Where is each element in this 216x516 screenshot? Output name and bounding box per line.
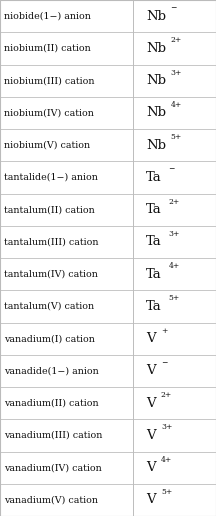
Bar [0, 355, 133, 387]
Bar [133, 161, 216, 194]
Text: tantalum(II) cation: tantalum(II) cation [4, 205, 95, 214]
Text: 2+: 2+ [171, 36, 182, 44]
Bar [133, 484, 216, 516]
Text: +: + [161, 327, 167, 334]
Text: 4+: 4+ [168, 262, 180, 270]
Bar [133, 419, 216, 452]
Text: vanadium(V) cation: vanadium(V) cation [4, 495, 98, 504]
Text: vanadide(1−) anion: vanadide(1−) anion [4, 366, 99, 375]
Text: niobide(1−) anion: niobide(1−) anion [4, 12, 91, 21]
Text: 5+: 5+ [161, 488, 172, 496]
Text: vanadium(III) cation: vanadium(III) cation [4, 431, 103, 440]
Bar [133, 194, 216, 226]
Text: vanadium(I) cation: vanadium(I) cation [4, 334, 95, 343]
Text: V: V [146, 397, 156, 410]
Text: tantalum(IV) cation: tantalum(IV) cation [4, 270, 98, 279]
Text: 3+: 3+ [171, 69, 182, 76]
Text: 3+: 3+ [168, 230, 180, 238]
Bar [133, 32, 216, 64]
Text: V: V [146, 461, 156, 474]
Bar [0, 419, 133, 452]
Bar [133, 452, 216, 484]
Text: Ta: Ta [146, 300, 162, 313]
Text: Nb: Nb [146, 139, 166, 152]
Bar [0, 226, 133, 258]
Bar [0, 322, 133, 355]
Text: 2+: 2+ [161, 391, 172, 399]
Bar [133, 226, 216, 258]
Bar [133, 290, 216, 322]
Bar [0, 290, 133, 322]
Bar [0, 258, 133, 290]
Text: Nb: Nb [146, 106, 166, 119]
Text: Nb: Nb [146, 10, 166, 23]
Text: 4+: 4+ [161, 456, 172, 463]
Text: V: V [146, 493, 156, 506]
Bar [0, 64, 133, 97]
Bar [0, 129, 133, 161]
Bar [133, 387, 216, 419]
Text: Ta: Ta [146, 171, 162, 184]
Text: niobium(IV) cation: niobium(IV) cation [4, 108, 94, 117]
Text: V: V [146, 364, 156, 377]
Text: −: − [168, 165, 175, 173]
Text: tantalum(III) cation: tantalum(III) cation [4, 237, 99, 246]
Bar [133, 0, 216, 32]
Bar [0, 97, 133, 129]
Bar [0, 0, 133, 32]
Text: −: − [161, 359, 167, 367]
Text: Nb: Nb [146, 74, 166, 87]
Bar [133, 355, 216, 387]
Bar [133, 129, 216, 161]
Text: tantalum(V) cation: tantalum(V) cation [4, 302, 94, 311]
Text: Nb: Nb [146, 42, 166, 55]
Text: niobium(V) cation: niobium(V) cation [4, 141, 91, 150]
Text: 2+: 2+ [168, 198, 180, 205]
Bar [0, 32, 133, 64]
Bar [133, 64, 216, 97]
Text: 4+: 4+ [171, 101, 182, 109]
Bar [0, 161, 133, 194]
Text: 5+: 5+ [168, 294, 180, 302]
Text: 5+: 5+ [171, 133, 182, 141]
Text: V: V [146, 429, 156, 442]
Bar [0, 484, 133, 516]
Text: 3+: 3+ [161, 423, 172, 431]
Text: vanadium(IV) cation: vanadium(IV) cation [4, 463, 102, 472]
Bar [0, 387, 133, 419]
Text: vanadium(II) cation: vanadium(II) cation [4, 399, 99, 408]
Bar [0, 452, 133, 484]
Text: niobium(II) cation: niobium(II) cation [4, 44, 91, 53]
Text: niobium(III) cation: niobium(III) cation [4, 76, 95, 85]
Text: Ta: Ta [146, 268, 162, 281]
Text: tantalide(1−) anion: tantalide(1−) anion [4, 173, 98, 182]
Text: −: − [171, 4, 177, 12]
Bar [133, 97, 216, 129]
Bar [133, 258, 216, 290]
Text: Ta: Ta [146, 203, 162, 216]
Text: Ta: Ta [146, 235, 162, 248]
Bar [0, 194, 133, 226]
Bar [133, 322, 216, 355]
Text: V: V [146, 332, 156, 345]
